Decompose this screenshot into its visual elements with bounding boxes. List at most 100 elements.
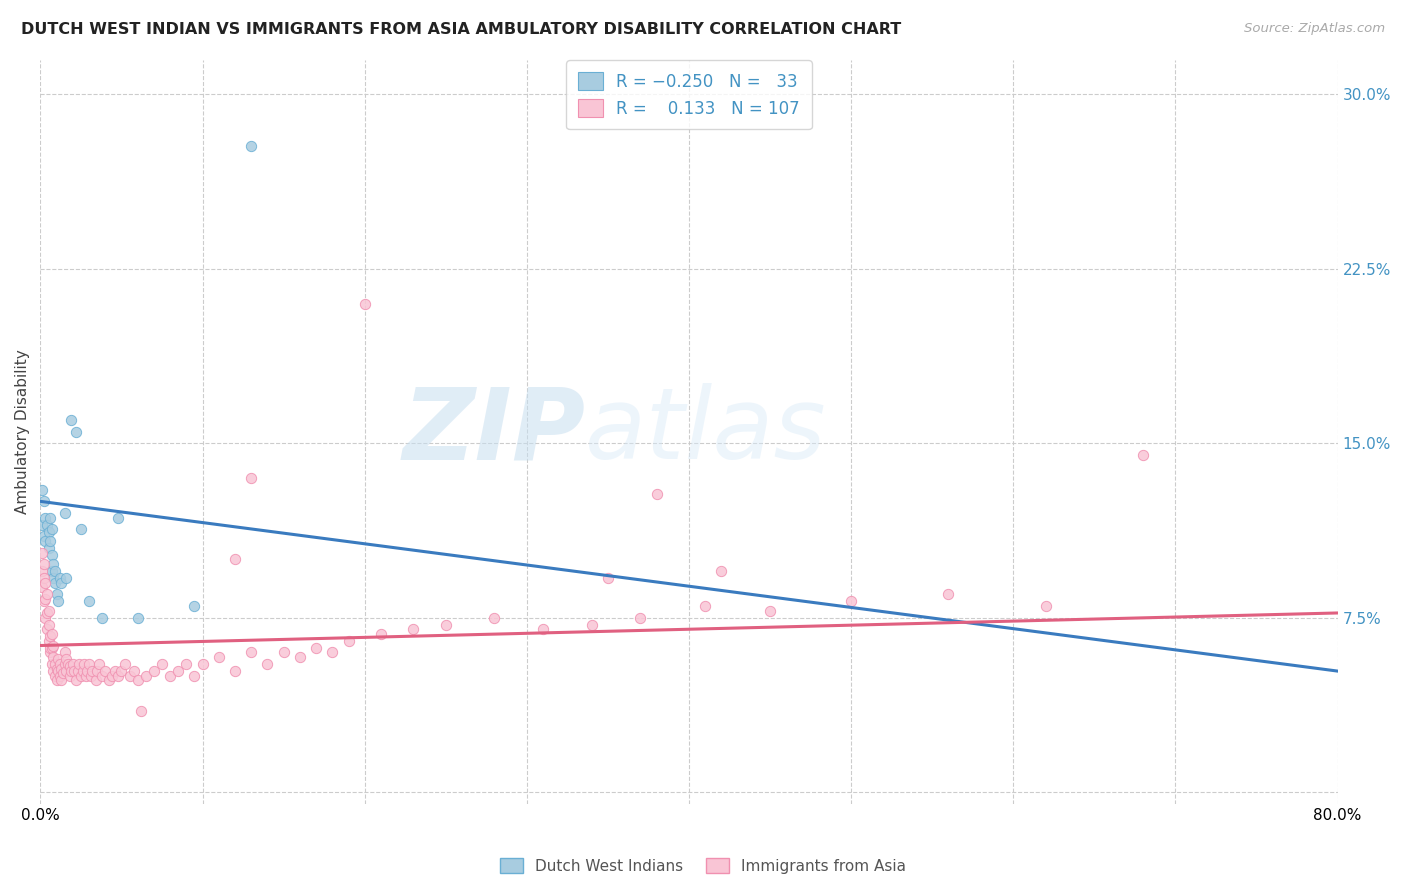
Point	[87, 657, 110, 672]
Point	[56, 657, 79, 672]
Point	[84, 673, 107, 688]
Point	[35, 622, 58, 636]
Point	[38, 617, 60, 632]
Point	[59, 669, 82, 683]
Point	[45, 587, 67, 601]
Point	[32, 494, 55, 508]
Point	[107, 510, 129, 524]
Point	[59, 659, 82, 673]
Point	[224, 552, 246, 566]
Point	[46, 664, 69, 678]
Point	[67, 657, 90, 672]
Point	[531, 622, 554, 636]
Point	[434, 617, 457, 632]
Point	[53, 645, 76, 659]
Point	[42, 639, 65, 653]
Point	[42, 571, 65, 585]
Point	[44, 669, 66, 683]
Point	[39, 510, 62, 524]
Point	[86, 664, 108, 678]
Point	[124, 664, 146, 678]
Point	[32, 594, 55, 608]
Point	[35, 587, 58, 601]
Point	[62, 657, 84, 672]
Point	[55, 664, 77, 678]
Point	[127, 673, 149, 688]
Point	[628, 610, 651, 624]
Point	[100, 669, 122, 683]
Point	[129, 704, 152, 718]
Point	[127, 610, 149, 624]
Point	[41, 640, 63, 655]
Y-axis label: Ambulatory Disability: Ambulatory Disability	[15, 350, 30, 514]
Point	[32, 571, 55, 585]
Point	[167, 664, 190, 678]
Point	[337, 633, 360, 648]
Point	[49, 657, 72, 672]
Point	[1132, 448, 1154, 462]
Point	[191, 657, 214, 672]
Point	[39, 533, 62, 548]
Point	[51, 575, 73, 590]
Point	[41, 522, 63, 536]
Point	[370, 627, 392, 641]
Point	[34, 592, 56, 607]
Point	[52, 666, 75, 681]
Point	[44, 657, 66, 672]
Point	[51, 673, 73, 688]
Point	[55, 652, 77, 666]
Point	[34, 610, 56, 624]
Point	[46, 594, 69, 608]
Point	[65, 673, 87, 688]
Point	[321, 645, 343, 659]
Point	[91, 669, 114, 683]
Point	[645, 487, 668, 501]
Point	[42, 664, 65, 678]
Point	[32, 557, 55, 571]
Point	[76, 664, 98, 678]
Point	[42, 557, 65, 571]
Point	[51, 662, 73, 676]
Point	[60, 664, 83, 678]
Legend: Dutch West Indians, Immigrants from Asia: Dutch West Indians, Immigrants from Asia	[494, 852, 912, 880]
Point	[402, 622, 425, 636]
Point	[107, 669, 129, 683]
Point	[938, 587, 960, 601]
Text: ZIP: ZIP	[402, 383, 585, 480]
Point	[53, 657, 76, 672]
Point	[39, 629, 62, 643]
Point	[118, 669, 141, 683]
Point	[183, 599, 205, 613]
Point	[183, 669, 205, 683]
Point	[45, 673, 67, 688]
Point	[240, 471, 263, 485]
Point	[104, 664, 127, 678]
Point	[224, 664, 246, 678]
Point	[38, 524, 60, 539]
Point	[91, 610, 114, 624]
Point	[32, 529, 55, 543]
Point	[581, 617, 603, 632]
Point	[150, 657, 173, 672]
Point	[142, 664, 165, 678]
Point	[53, 506, 76, 520]
Point	[39, 640, 62, 655]
Point	[77, 657, 100, 672]
Point	[1035, 599, 1057, 613]
Point	[79, 669, 101, 683]
Point	[42, 650, 65, 665]
Point	[97, 673, 120, 688]
Point	[72, 664, 94, 678]
Point	[240, 645, 263, 659]
Point	[75, 669, 97, 683]
Point	[135, 669, 157, 683]
Point	[46, 652, 69, 666]
Point	[38, 633, 60, 648]
Point	[44, 564, 66, 578]
Point	[759, 604, 782, 618]
Point	[34, 575, 56, 590]
Point	[94, 664, 117, 678]
Point	[49, 571, 72, 585]
Point	[65, 425, 87, 439]
Point	[77, 594, 100, 608]
